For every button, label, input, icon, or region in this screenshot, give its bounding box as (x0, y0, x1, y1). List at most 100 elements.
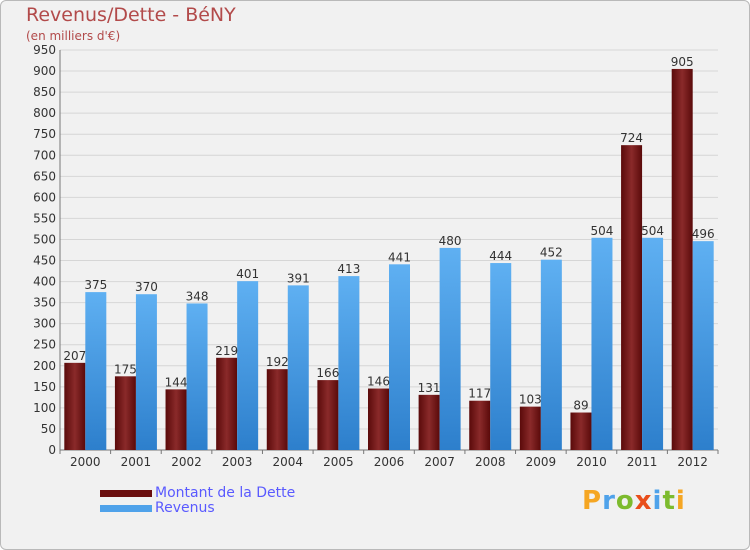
data-label: 391 (287, 271, 310, 285)
x-tick-label: 2006 (374, 455, 405, 469)
x-tick-label: 2012 (677, 455, 708, 469)
revenue-bar (186, 303, 208, 450)
data-label: 175 (114, 362, 137, 376)
proxiti-logo: Proxiti (582, 486, 686, 516)
data-label: 452 (540, 246, 563, 260)
y-tick-label: 250 (33, 338, 56, 352)
legend-swatch-debt (100, 490, 152, 497)
data-label: 370 (135, 280, 158, 294)
x-tick-label: 2011 (627, 455, 658, 469)
data-label: 166 (316, 366, 339, 380)
data-label: 905 (671, 55, 694, 69)
debt-bar (671, 68, 693, 451)
y-tick-label: 200 (33, 359, 56, 373)
revenue-bar (439, 247, 461, 450)
data-label: 192 (266, 355, 289, 369)
x-tick-label: 2005 (323, 455, 354, 469)
revenue-bar (490, 263, 512, 450)
debt-bar (114, 376, 136, 450)
x-tick-label: 2002 (171, 455, 202, 469)
x-tick-label: 2001 (121, 455, 152, 469)
y-tick-label: 350 (33, 296, 56, 310)
data-label: 348 (186, 289, 209, 303)
y-tick-label: 650 (33, 169, 56, 183)
y-tick-label: 750 (33, 127, 56, 141)
debt-bar (64, 362, 86, 450)
data-label: 219 (215, 344, 238, 358)
revenue-bar (338, 276, 360, 450)
x-tick-label: 2000 (70, 455, 101, 469)
debt-bar (570, 412, 592, 450)
data-label: 144 (165, 375, 188, 389)
x-tick-label: 2008 (475, 455, 506, 469)
data-label: 146 (367, 375, 390, 389)
chart-title: Revenus/Dette - BéNY (26, 4, 236, 26)
debt-bar (165, 389, 187, 450)
x-tick-label: 2009 (526, 455, 557, 469)
revenue-bar (237, 281, 259, 450)
debt-bar (519, 406, 541, 450)
y-tick-label: 600 (33, 190, 56, 204)
debt-bar (368, 388, 389, 450)
revenue-bar (287, 285, 309, 450)
y-tick-label: 400 (33, 275, 56, 289)
x-tick-label: 2003 (222, 455, 253, 469)
data-label: 444 (489, 249, 512, 263)
y-tick-label: 550 (33, 211, 56, 225)
legend-swatch-revenue (100, 505, 152, 512)
debt-bar (418, 394, 440, 450)
x-tick-label: 2004 (272, 455, 303, 469)
data-label: 480 (439, 234, 462, 248)
data-label: 496 (692, 227, 715, 241)
logo-letter: x (634, 486, 653, 516)
revenue-bar (591, 237, 613, 450)
revenue-bar (540, 259, 562, 450)
y-tick-label: 450 (33, 254, 56, 268)
data-label: 375 (84, 278, 107, 292)
revenue-bar (135, 294, 157, 450)
x-tick-label: 2010 (576, 455, 607, 469)
data-label: 504 (641, 224, 664, 238)
y-tick-label: 950 (33, 43, 56, 57)
y-tick-label: 50 (41, 422, 56, 436)
x-tick-label: 2007 (424, 455, 455, 469)
revenue-bar (85, 292, 107, 450)
debt-bar (317, 380, 339, 450)
revenue-bar (642, 237, 664, 450)
y-tick-label: 850 (33, 85, 56, 99)
data-label: 131 (418, 381, 441, 395)
y-tick-label: 500 (33, 232, 56, 246)
data-label: 504 (591, 224, 614, 238)
data-label: 103 (519, 393, 542, 407)
y-tick-label: 300 (33, 317, 56, 331)
debt-bar (216, 357, 238, 450)
chart-subtitle: (en milliers d'€) (26, 29, 121, 43)
revenue-bar (692, 241, 714, 450)
logo-letter: t (662, 486, 676, 516)
logo-letter: i (675, 486, 686, 516)
logo-letter: i (652, 486, 663, 516)
y-tick-label: 900 (33, 64, 56, 78)
data-label: 724 (620, 131, 643, 145)
y-tick-label: 100 (33, 401, 56, 415)
data-label: 207 (63, 349, 86, 363)
legend-label-revenue: Revenus (155, 500, 215, 516)
y-tick-label: 150 (33, 380, 56, 394)
data-label: 401 (236, 267, 259, 281)
revenue-bar (389, 264, 410, 450)
debt-bar (621, 145, 643, 450)
debt-bar (469, 400, 491, 450)
y-tick-label: 0 (48, 443, 56, 457)
data-label: 441 (388, 250, 411, 264)
logo-letter: r (602, 486, 616, 516)
logo-letter: o (615, 486, 635, 516)
data-label: 117 (468, 387, 491, 401)
debt-bar (266, 369, 288, 450)
legend-label-debt: Montant de la Dette (155, 485, 296, 501)
data-label: 413 (337, 262, 360, 276)
data-label: 89 (573, 399, 588, 413)
logo-letter: P (582, 486, 603, 516)
y-tick-label: 800 (33, 106, 56, 120)
y-tick-label: 700 (33, 148, 56, 162)
